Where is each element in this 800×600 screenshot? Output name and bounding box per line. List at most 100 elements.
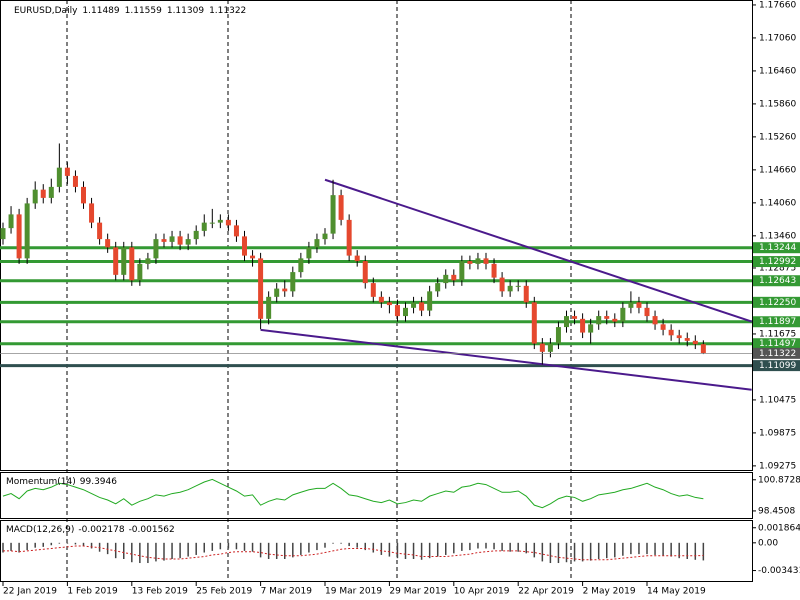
candle-body [660, 324, 666, 330]
candle-body [644, 307, 650, 317]
candle-body [81, 186, 86, 204]
candle-body [129, 247, 135, 281]
candle-body [539, 343, 545, 352]
candle-body [652, 316, 658, 325]
candle-body [258, 258, 264, 319]
candle-body [435, 283, 441, 292]
candle-body [137, 263, 143, 281]
x-tick-label: 29 Mar 2019 [389, 587, 446, 597]
candle-body [242, 236, 247, 256]
candle-body [193, 230, 199, 240]
candle-body [483, 258, 489, 264]
candle-body [201, 222, 207, 231]
level-label: 1.11897 [759, 317, 796, 327]
level-label-box [753, 316, 800, 328]
y-tick-label: 98.4508 [758, 506, 795, 516]
y-tick-label: 0.001864 [758, 523, 800, 533]
momentum-line [2, 478, 704, 509]
candle-body [692, 340, 698, 345]
level-label-box [753, 256, 800, 268]
y-tick-label: 1.15260 [759, 132, 796, 142]
candle-body [459, 261, 465, 281]
candle-body [362, 261, 368, 284]
candle-body [64, 167, 70, 176]
candle-body [676, 335, 682, 339]
candle-body [0, 228, 6, 240]
level-label-box [753, 275, 800, 287]
signal-line [3, 545, 704, 561]
x-tick-label: 22 Apr 2019 [518, 587, 574, 597]
x-tick-label: 13 Feb 2019 [132, 587, 188, 597]
candle-body [40, 189, 46, 198]
trendline [260, 328, 752, 391]
candle-body [48, 186, 54, 198]
candle-body [354, 255, 360, 262]
level-label-box [753, 360, 800, 372]
candle-body [121, 247, 127, 275]
candle-body [628, 302, 634, 308]
candle-body [306, 247, 312, 259]
candle-body [515, 285, 521, 287]
candle-body [531, 302, 537, 344]
level-label-box [753, 296, 800, 308]
candle-body [451, 274, 457, 281]
level-label: 1.12992 [759, 257, 796, 267]
candle-body [370, 283, 376, 297]
candle-body [378, 296, 384, 303]
candle-body [105, 239, 111, 248]
candle-body [169, 236, 175, 242]
momentum-panel [0, 472, 753, 519]
candle-body [411, 302, 417, 308]
trendline [324, 178, 752, 323]
candle-body [32, 189, 38, 204]
candle-body [266, 296, 272, 319]
price-label-box [753, 347, 800, 359]
y-tick-label: 1.09875 [759, 428, 796, 438]
header-open: 1.11489 [82, 6, 119, 16]
header-title: EURUSD,Daily [14, 6, 78, 16]
level-label: 1.12250 [759, 298, 796, 308]
candle-body [72, 175, 78, 187]
header-close: 1.11322 [209, 6, 246, 16]
panel-value: -0.001562 [129, 525, 175, 535]
y-tick-label: 1.13460 [759, 231, 796, 241]
candle-body [580, 318, 586, 333]
candle-body [555, 327, 561, 344]
candle-body [427, 291, 433, 311]
candle-body [700, 344, 706, 354]
y-tick-label: 0.00 [758, 538, 778, 548]
candle-body [588, 324, 594, 333]
candle-body [419, 302, 425, 311]
candle-body [250, 255, 256, 259]
level-label: 1.11099 [759, 361, 796, 371]
candle-body [338, 195, 344, 220]
y-tick-label: 1.09275 [759, 461, 796, 471]
x-tick-label: 2 May 2019 [583, 587, 636, 597]
candle-body [346, 219, 352, 256]
candle-body [499, 277, 505, 292]
y-tick-label: 1.11675 [759, 329, 796, 339]
candle-body [668, 329, 674, 336]
candle-body [547, 343, 553, 352]
candle-body [113, 247, 119, 275]
candle-body [290, 272, 296, 292]
x-tick-label: 25 Feb 2019 [196, 587, 252, 597]
candle-body [314, 239, 320, 248]
candle-body [330, 195, 336, 234]
candle-body [684, 338, 690, 341]
candle-body [394, 305, 400, 317]
level-label-box [753, 242, 800, 254]
candle-body [523, 285, 529, 303]
candle-body [564, 316, 569, 328]
candle-body [16, 214, 22, 259]
y-tick-label: 1.12875 [759, 263, 796, 273]
y-tick-label: 1.15860 [759, 99, 796, 109]
panel-value: 99.3946 [80, 477, 117, 487]
macd-panel [0, 520, 753, 582]
candle-body [56, 167, 62, 187]
candle-body [386, 302, 392, 306]
x-tick-label: 10 Apr 2019 [454, 587, 510, 597]
candle-body [491, 263, 497, 278]
